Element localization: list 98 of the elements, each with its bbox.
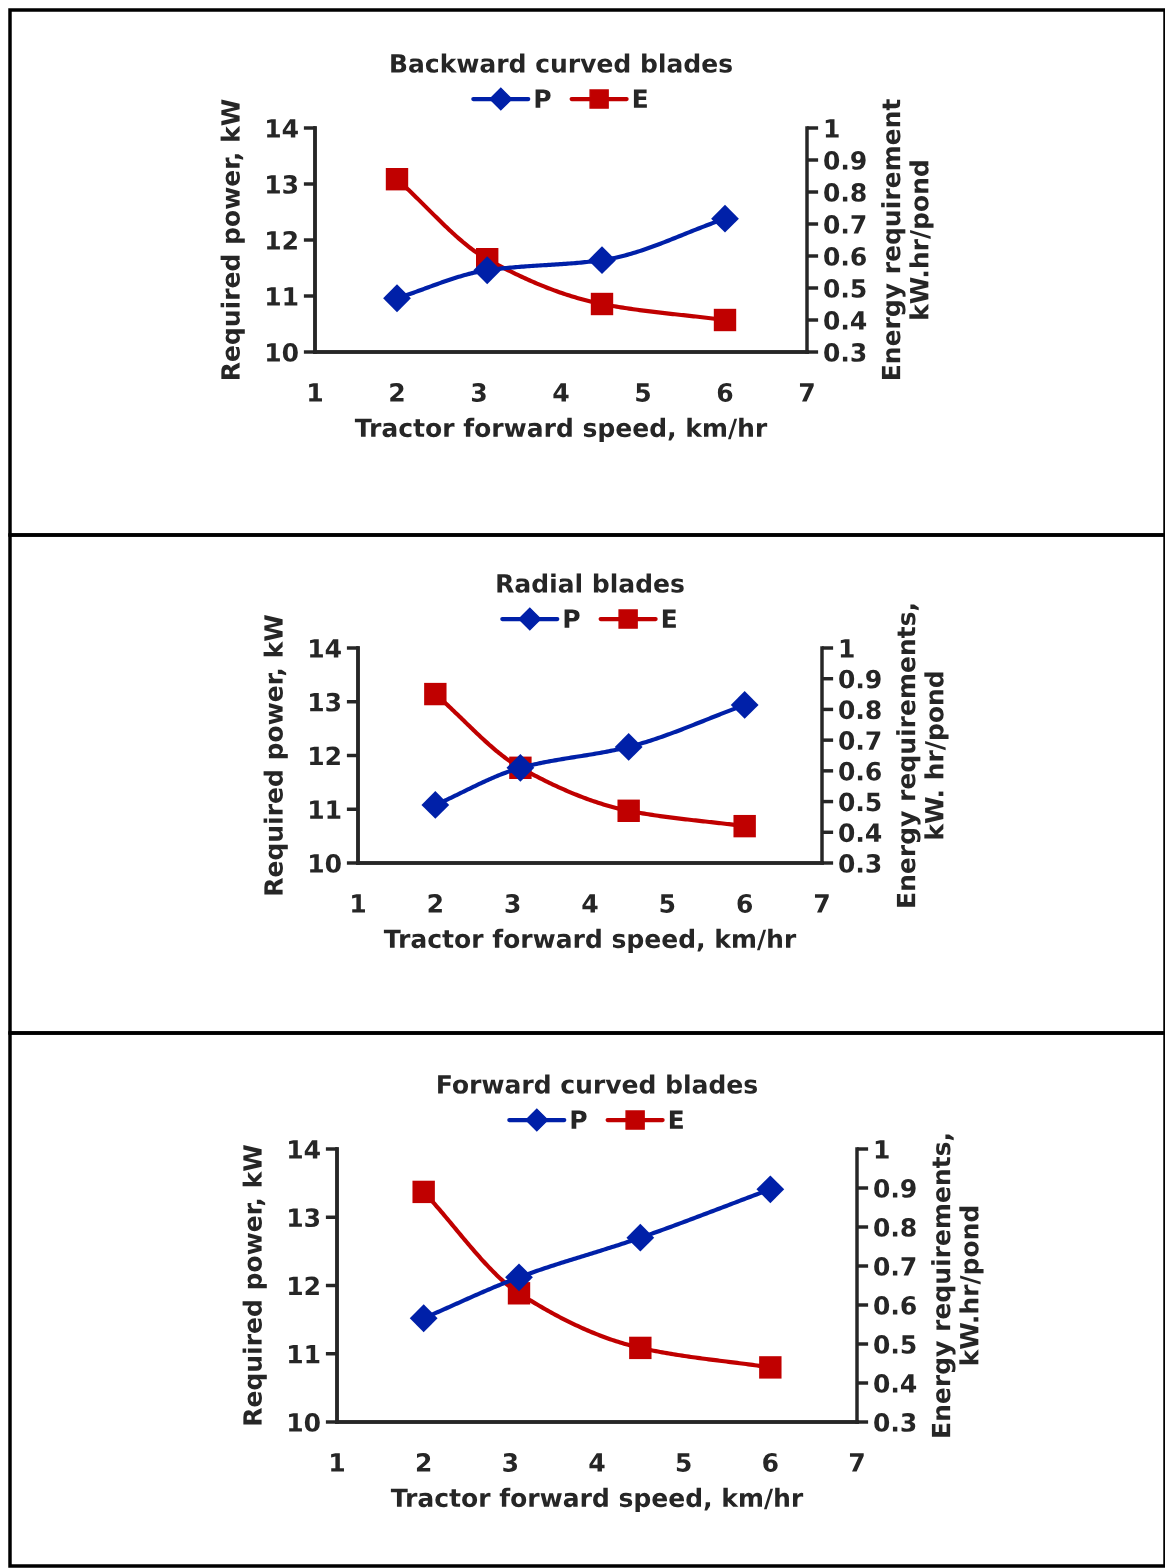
y2-tick-label: 0.7 (824, 214, 866, 234)
y2-axis-title: Energy requirements, kW.hr/pond (931, 1134, 984, 1437)
y-tick-label: 10 (289, 1412, 320, 1432)
point (711, 204, 739, 233)
x-axis-title: Tractor forward speed, km/hr (390, 1487, 804, 1513)
y2-tick-label: 0.3 (839, 853, 881, 873)
y2-tick-label: 0.4 (874, 1373, 917, 1393)
legend-label: E (633, 89, 647, 108)
x-axis-title: Tractor forward speed, km/hr (354, 417, 768, 443)
y2-tick-label: 1 (875, 1140, 889, 1159)
y2-axis-title: Energy requirements, kW. hr/pond (896, 604, 949, 907)
y2-tick-label: 0.5 (874, 1334, 916, 1354)
point (626, 1223, 655, 1252)
y2-tick-label: 0.8 (824, 182, 866, 202)
x-tick-label: 3 (471, 383, 486, 402)
y-tick-label: 13 (267, 174, 298, 194)
x-tick-label: 4 (589, 1453, 605, 1472)
y-tick-label: 12 (267, 230, 297, 250)
x-tick-label: 1 (309, 383, 322, 402)
point (385, 168, 409, 191)
y2-tick-label: 0.9 (824, 150, 866, 170)
x-tick-label: 5 (636, 383, 650, 402)
y-tick-label: 11 (289, 1345, 320, 1364)
y2-tick-label: 0.7 (839, 731, 881, 750)
legend-label: E (662, 609, 676, 628)
y-tick-label: 10 (267, 342, 298, 362)
point (759, 1356, 782, 1379)
y-axis-title: Required power, kW (242, 1145, 267, 1425)
legend-label: E (669, 1110, 683, 1129)
x-tick-label: 7 (799, 383, 814, 402)
point (733, 814, 756, 838)
y-tick-label: 11 (267, 287, 298, 306)
point (730, 691, 759, 719)
x-tick-label: 7 (849, 1453, 864, 1472)
y2-tick-label: 1 (825, 119, 839, 138)
point (617, 799, 640, 822)
point (629, 1336, 652, 1360)
point (614, 733, 643, 761)
x-tick-label: 2 (390, 383, 404, 402)
point (713, 308, 737, 332)
y-tick-label: 12 (310, 746, 340, 765)
y-tick-label: 14 (310, 639, 341, 658)
y2-tick-label: 1 (840, 639, 854, 658)
y2-tick-label: 0.8 (874, 1217, 916, 1237)
y2-tick-label: 0.3 (824, 342, 866, 362)
y2-tick-label: 0.8 (839, 700, 881, 720)
x-tick-label: 3 (503, 1453, 518, 1472)
x-tick-label: 1 (331, 1453, 344, 1472)
y2-tick-label: 0.9 (839, 669, 881, 689)
y-axis-title: Required power, kW (263, 615, 288, 895)
chart-title: Forward curved blades (438, 1074, 757, 1094)
y2-axis-title: Energy requirement kW.hr/pond (881, 99, 934, 380)
y2-tick-label: 0.7 (874, 1256, 916, 1276)
legend-label: P (571, 1110, 587, 1129)
y2-tick-label: 0.4 (824, 310, 867, 330)
y-tick-label: 11 (310, 800, 341, 819)
point (756, 1175, 785, 1204)
y-tick-label: 14 (267, 119, 298, 138)
y-tick-label: 14 (289, 1140, 320, 1159)
y-tick-label: 13 (289, 1208, 320, 1228)
y2-tick-label: 0.4 (839, 823, 882, 843)
x-tick-label: 5 (676, 1453, 691, 1472)
x-tick-label: 2 (428, 894, 442, 913)
x-tick-label: 3 (505, 894, 520, 913)
x-tick-label: 7 (814, 894, 829, 913)
y-axis-title: Required power, kW (220, 99, 245, 379)
y2-tick-label: 0.6 (839, 761, 881, 781)
point (505, 1263, 533, 1292)
x-tick-label: 6 (763, 1453, 778, 1472)
point (588, 246, 616, 275)
point (590, 292, 614, 316)
y2-tick-label: 0.9 (874, 1178, 916, 1198)
y2-tick-label: 0.5 (839, 792, 881, 812)
point (412, 1180, 435, 1204)
x-tick-label: 4 (582, 894, 598, 913)
x-axis-title: Tractor forward speed, km/hr (383, 928, 797, 954)
x-tick-label: 6 (737, 894, 753, 913)
legend-label: P (535, 89, 551, 108)
x-tick-label: 2 (416, 1453, 431, 1472)
x-tick-label: 1 (352, 894, 365, 913)
point (383, 284, 411, 313)
x-tick-label: 6 (717, 383, 733, 402)
point (424, 682, 447, 706)
legend-label: P (564, 609, 580, 628)
x-tick-label: 4 (553, 383, 569, 402)
point (473, 256, 502, 285)
y2-tick-label: 0.6 (874, 1295, 916, 1315)
point (409, 1304, 438, 1333)
x-tick-label: 5 (660, 894, 675, 913)
y-tick-label: 12 (289, 1276, 319, 1295)
chart-title: Backward curved blades (391, 53, 732, 73)
point (421, 791, 450, 819)
y2-tick-label: 0.6 (824, 246, 866, 266)
y-tick-label: 10 (310, 853, 341, 873)
y-tick-label: 13 (310, 692, 341, 712)
chart-title: Radial blades (497, 573, 684, 593)
y2-tick-label: 0.3 (874, 1412, 916, 1432)
y2-tick-label: 0.5 (824, 278, 866, 298)
